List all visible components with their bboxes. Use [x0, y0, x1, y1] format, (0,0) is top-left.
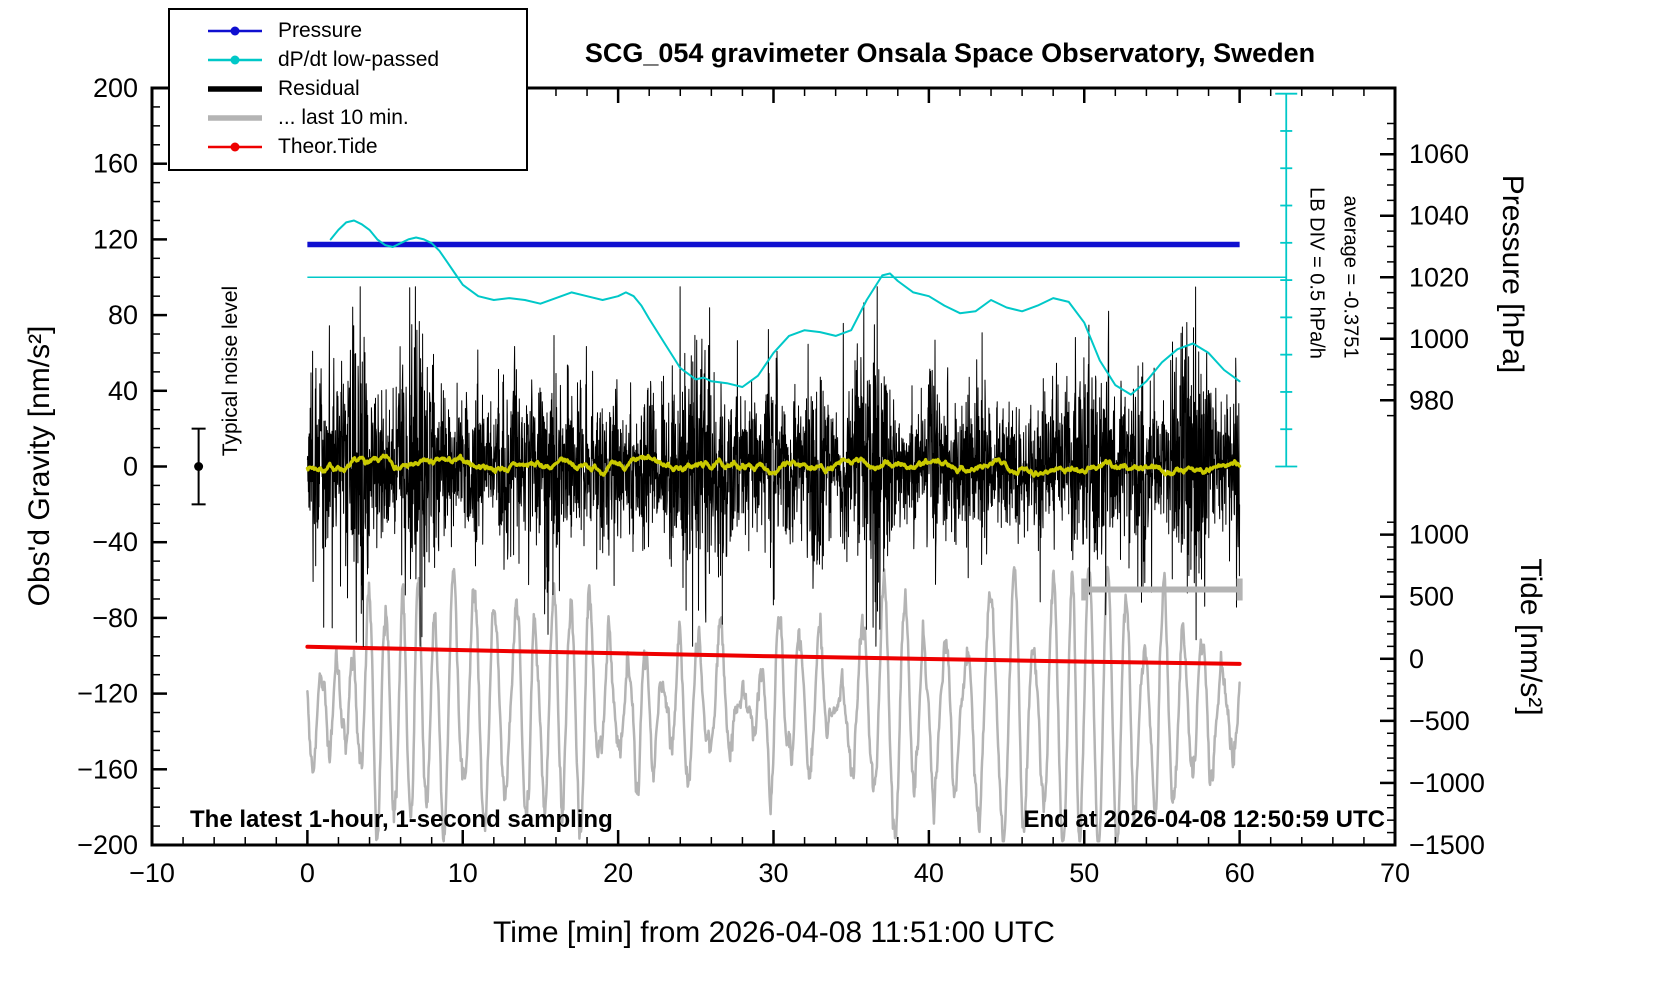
tick-labels: −10 0 10 20 30 40 50 60 70−200−160−120−80−400408…	[77, 73, 1485, 888]
gravity-axis-label: Obs'd Gravity [nm/s²]	[23, 325, 56, 607]
svg-text:−160: −160	[77, 754, 138, 784]
svg-text:980: 980	[1409, 385, 1454, 415]
lb-div-note: LB DIV = 0.5 hPa/h	[1305, 187, 1328, 359]
plot-title: SCG_054 gravimeter Onsala Space Observat…	[584, 38, 1316, 68]
legend-item-pressure: Pressure	[170, 16, 526, 45]
legend-label-last10: ... last 10 min.	[278, 105, 409, 129]
legend-label-residual: Residual	[278, 76, 360, 100]
theor-tide-line-icon	[208, 142, 262, 151]
svg-text:1040: 1040	[1409, 201, 1469, 231]
svg-text:−200: −200	[77, 830, 138, 860]
svg-text:−1000: −1000	[1409, 768, 1485, 798]
svg-text:160: 160	[93, 149, 138, 179]
typical-noise-level-note: Typical noise level	[219, 285, 242, 457]
svg-text:0: 0	[123, 452, 138, 482]
svg-text:−1500: −1500	[1409, 830, 1485, 860]
series-residual-lp	[305, 453, 1242, 478]
legend-item-last10: ... last 10 min.	[170, 103, 526, 132]
x-axis-label: Time [min] from 2026-04-08 11:51:00 UTC	[493, 916, 1055, 949]
svg-text:1000: 1000	[1409, 324, 1469, 354]
svg-text:−40: −40	[92, 527, 138, 557]
legend-item-dpdt: dP/dt low-passed	[170, 45, 526, 74]
plot-area	[305, 219, 1287, 843]
tide-axis-label: Tide [nm/s²]	[1514, 558, 1547, 716]
last10-bracket	[1081, 578, 1243, 601]
svg-text:50: 50	[1069, 858, 1099, 888]
series-theor-tide	[305, 644, 1242, 666]
series-last10	[306, 565, 1241, 843]
svg-text:1000: 1000	[1409, 520, 1469, 550]
svg-text:−80: −80	[92, 603, 138, 633]
sampling-note: The latest 1-hour, 1-second sampling	[190, 806, 613, 833]
noise-level-marker	[191, 427, 206, 506]
pressure-axis-label: Pressure [hPa]	[1496, 174, 1529, 374]
pressure-line-icon	[208, 26, 262, 35]
svg-text:−120: −120	[77, 679, 138, 709]
legend-box: Pressure dP/dt low-passed Residual ... l…	[168, 8, 528, 171]
svg-text:1020: 1020	[1409, 262, 1469, 292]
svg-text:70: 70	[1380, 858, 1410, 888]
svg-text:−10: −10	[129, 858, 175, 888]
legend-label-pressure: Pressure	[278, 18, 363, 42]
end-time-note: End at 2026-04-08 12:50:59 UTC	[1023, 806, 1386, 833]
average-note: average = -0.3751	[1339, 195, 1362, 359]
svg-text:200: 200	[93, 73, 138, 103]
svg-text:500: 500	[1409, 582, 1454, 612]
series-residual	[306, 286, 1241, 647]
dpdt-line-icon	[208, 55, 262, 64]
legend-item-residual: Residual	[170, 74, 526, 103]
last10-line-icon	[208, 114, 262, 121]
svg-text:20: 20	[603, 858, 633, 888]
svg-text:120: 120	[93, 224, 138, 254]
legend-label-dpdt: dP/dt low-passed	[278, 47, 440, 71]
svg-text:0: 0	[1409, 644, 1424, 674]
lb-div-scalebar	[1275, 92, 1298, 468]
legend-item-theor-tide: Theor.Tide	[170, 132, 526, 161]
svg-text:40: 40	[914, 858, 944, 888]
svg-text:30: 30	[758, 858, 788, 888]
plot-frame	[150, 86, 1397, 847]
svg-text:0: 0	[300, 858, 315, 888]
svg-text:80: 80	[108, 300, 138, 330]
residual-line-icon	[208, 85, 262, 92]
svg-text:60: 60	[1225, 858, 1255, 888]
svg-text:40: 40	[108, 376, 138, 406]
svg-text:−500: −500	[1409, 706, 1470, 736]
svg-text:1060: 1060	[1409, 139, 1469, 169]
legend-label-theor-tide: Theor.Tide	[278, 134, 378, 158]
series-dpdt	[329, 219, 1241, 396]
svg-text:10: 10	[448, 858, 478, 888]
